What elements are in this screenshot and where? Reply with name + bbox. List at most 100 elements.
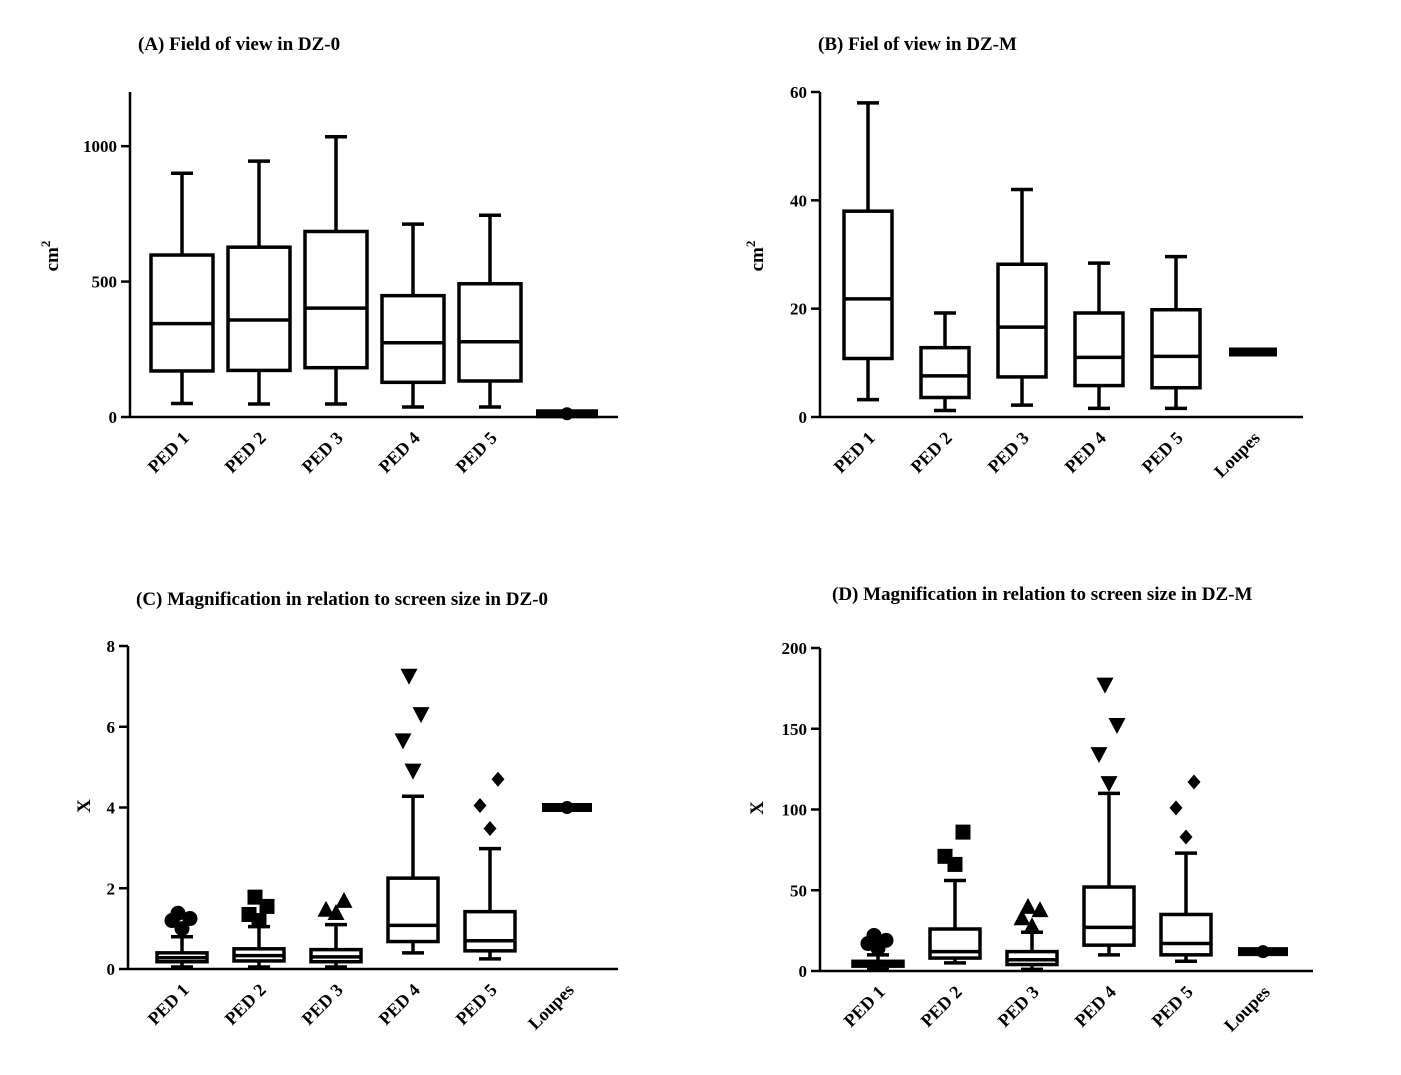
box-1: PED 1: [144, 171, 215, 477]
box-2: PED 2: [221, 159, 292, 477]
outlier-point: [170, 905, 186, 921]
box-5: PED 5: [1148, 774, 1213, 1031]
box-1: PED 1: [830, 101, 894, 477]
outlier-point: [404, 763, 422, 780]
box-iqr: [996, 262, 1048, 379]
outlier-point: [1031, 901, 1049, 918]
outlier-point: [483, 820, 497, 836]
box-iqr: [1159, 912, 1213, 957]
box-iqr: [928, 927, 982, 960]
box-6: Loupes: [1220, 945, 1288, 1035]
chart-panel-d: (D) Magnification in relation to screen …: [747, 584, 1313, 1035]
category-label: PED 4: [375, 428, 424, 477]
box-3: PED 3: [984, 187, 1048, 477]
outlier-point: [1019, 897, 1037, 914]
category-label: PED 5: [452, 428, 501, 477]
box-6: [536, 407, 598, 421]
box-5: PED 5: [452, 213, 523, 477]
box-iqr: [1150, 308, 1202, 390]
box-3: PED 3: [298, 134, 369, 477]
median-marker: [1256, 945, 1270, 959]
y-tick-label: 20: [790, 300, 807, 319]
box-3: PED 3: [994, 897, 1059, 1031]
box-3: PED 3: [298, 891, 363, 1029]
box-4: PED 4: [375, 222, 446, 477]
median-marker: [560, 801, 574, 814]
y-tick-label: 0: [109, 408, 118, 427]
box-2: PED 2: [907, 311, 971, 477]
outlier-point: [259, 898, 275, 914]
outlier-point: [955, 824, 971, 840]
y-tick-label: 0: [799, 962, 808, 981]
category-label: PED 2: [917, 982, 966, 1031]
box-1: PED 1: [144, 905, 209, 1029]
category-label: PED 3: [984, 428, 1033, 477]
box-iqr: [919, 345, 971, 400]
box-2: PED 2: [221, 889, 286, 1029]
category-label: PED 4: [1061, 428, 1110, 477]
chart-panel-a: (A) Field of view in DZ-0 0 500 1000 cm2 PED …: [38, 34, 618, 477]
y-tick-label: 200: [782, 639, 808, 658]
box-iqr: [842, 209, 894, 361]
y-tick-label: 4: [107, 799, 116, 818]
box-iqr: [457, 282, 523, 383]
outlier-point: [1169, 800, 1183, 816]
category-label: PED 3: [994, 982, 1043, 1031]
box-iqr: [1073, 311, 1125, 388]
y-tick-label: 100: [782, 801, 808, 820]
category-label: Loupes: [524, 980, 578, 1034]
chart-panel-c: (C) Magnification in relation to screen …: [74, 589, 618, 1033]
category-label: PED 4: [375, 980, 424, 1029]
box-iqr: [386, 876, 440, 944]
y-tick-label: 500: [92, 273, 118, 292]
box-4: PED 4: [1071, 677, 1136, 1031]
y-tick-label: 0: [799, 408, 808, 427]
outlier-point: [1090, 747, 1108, 764]
y-tick-label: 150: [782, 720, 808, 739]
outlier-point: [937, 848, 953, 864]
category-label: PED 2: [221, 980, 270, 1029]
box-iqr: [149, 253, 215, 373]
outlier-point: [174, 921, 190, 937]
y-tick-label: 60: [790, 83, 807, 102]
box-6: Loupes: [1210, 347, 1277, 482]
category-label: PED 2: [907, 428, 956, 477]
box-4: PED 4: [375, 668, 440, 1029]
outlier-point: [1096, 677, 1114, 694]
box-iqr: [226, 245, 292, 373]
category-label: Loupes: [1220, 982, 1274, 1036]
median-marker: [560, 407, 574, 421]
category-label: PED 5: [452, 980, 501, 1029]
y-tick-label: 6: [107, 718, 116, 737]
outlier-point: [412, 707, 430, 724]
category-label: PED 3: [298, 980, 347, 1029]
chart-title: (A) Field of view in DZ-0: [138, 34, 340, 55]
box-5: PED 5: [452, 771, 517, 1029]
y-axis-label: cm2: [38, 241, 63, 272]
y-axis-label: X: [74, 799, 95, 813]
box-4: PED 4: [1061, 261, 1125, 477]
category-label: PED 1: [830, 428, 879, 477]
outlier-point: [335, 891, 353, 908]
y-tick-label: 8: [107, 637, 116, 656]
collapsed-box: [1229, 347, 1277, 357]
category-label: Loupes: [1210, 428, 1264, 482]
y-axis-label: cm2: [743, 241, 768, 272]
outlier-point: [394, 733, 412, 750]
outlier-point: [473, 797, 487, 813]
category-label: PED 3: [298, 428, 347, 477]
box-iqr: [303, 229, 369, 370]
outlier-point: [182, 911, 198, 927]
box-iqr: [463, 909, 517, 953]
chart-title: (C) Magnification in relation to screen …: [136, 589, 548, 610]
category-label: PED 5: [1148, 982, 1197, 1031]
outlier-point: [400, 668, 418, 685]
category-label: PED 4: [1071, 982, 1120, 1031]
box-2: PED 2: [917, 824, 982, 1031]
outlier-point: [1100, 776, 1118, 793]
box-iqr: [1082, 885, 1136, 947]
category-label: PED 1: [840, 982, 889, 1031]
y-tick-label: 2: [107, 879, 116, 898]
outlier-point: [317, 900, 335, 917]
